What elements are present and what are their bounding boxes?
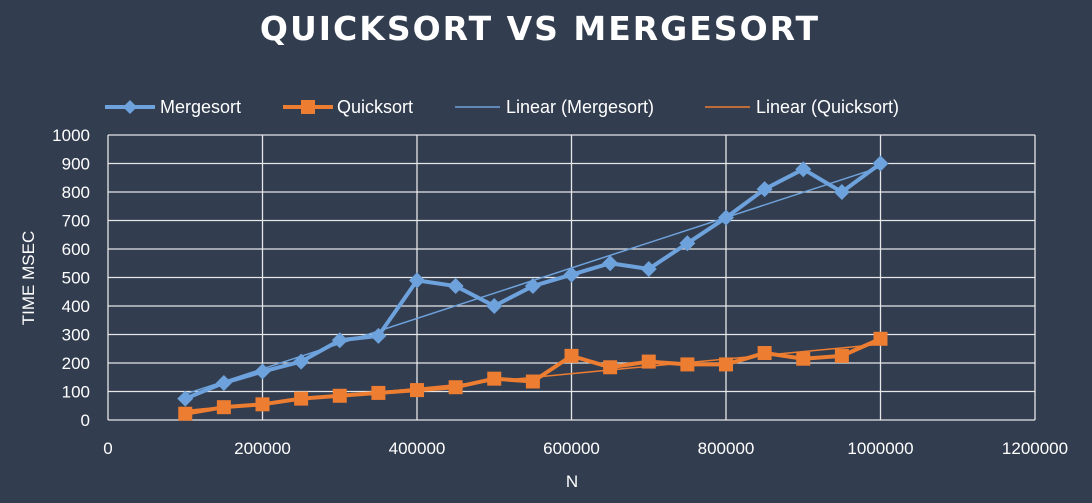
data-point-mergesort[interactable] <box>602 255 619 272</box>
x-tick-label: 800000 <box>698 439 755 458</box>
x-axis-ticks: 0 200000 400000 600000 800000 1000000 1200000 <box>103 439 1068 458</box>
data-point-quicksort[interactable] <box>332 388 347 403</box>
x-axis-label: N <box>566 472 578 491</box>
data-point-mergesort[interactable] <box>679 235 696 252</box>
data-point-quicksort[interactable] <box>873 331 888 346</box>
data-point-quicksort[interactable] <box>294 391 309 406</box>
y-tick-label: 800 <box>62 183 90 202</box>
data-point-quicksort[interactable] <box>757 346 772 361</box>
data-point-quicksort[interactable] <box>448 380 463 395</box>
data-point-mergesort[interactable] <box>795 161 812 178</box>
x-tick-label: 0 <box>103 439 112 458</box>
data-point-mergesort[interactable] <box>409 272 425 289</box>
y-axis-label: TIME MSEC <box>19 231 38 325</box>
data-point-quicksort[interactable] <box>680 357 695 372</box>
y-tick-label: 1000 <box>52 126 90 145</box>
y-tick-label: 700 <box>62 212 90 231</box>
data-point-quicksort[interactable] <box>487 371 502 386</box>
legend-square-icon <box>301 100 315 114</box>
data-point-mergesort[interactable] <box>833 184 850 200</box>
x-tick-label: 600000 <box>543 439 600 458</box>
data-point-quicksort[interactable] <box>603 360 618 375</box>
data-point-quicksort[interactable] <box>525 374 540 389</box>
data-point-mergesort[interactable] <box>293 353 310 370</box>
x-tick-label: 1000000 <box>847 439 913 458</box>
legend: Mergesort Quicksort Linear (Mergesort) L… <box>105 97 899 117</box>
data-point-mergesort[interactable] <box>447 278 464 295</box>
x-tick-label: 1200000 <box>1002 439 1068 458</box>
series <box>177 155 889 421</box>
data-point-quicksort[interactable] <box>564 348 579 363</box>
legend-item-linear-quicksort[interactable]: Linear (Quicksort) <box>705 97 899 117</box>
y-axis-ticks: 0 100 200 300 400 500 600 700 800 900 1000 <box>52 126 90 430</box>
y-tick-label: 0 <box>81 411 90 430</box>
data-point-mergesort[interactable] <box>718 209 734 226</box>
y-tick-label: 600 <box>62 240 90 259</box>
legend-diamond-icon <box>123 100 137 114</box>
y-tick-label: 300 <box>62 326 90 345</box>
data-point-mergesort[interactable] <box>177 390 194 407</box>
y-tick-label: 500 <box>62 269 90 288</box>
data-point-quicksort[interactable] <box>371 385 386 400</box>
legend-label-linear-mergesort: Linear (Mergesort) <box>506 97 654 117</box>
data-point-mergesort[interactable] <box>331 332 348 349</box>
y-tick-label: 400 <box>62 297 90 316</box>
data-point-quicksort[interactable] <box>796 351 811 366</box>
data-point-mergesort[interactable] <box>756 181 773 198</box>
data-point-quicksort[interactable] <box>641 354 656 369</box>
data-point-quicksort[interactable] <box>410 383 424 398</box>
data-point-quicksort[interactable] <box>834 348 849 363</box>
y-tick-label: 100 <box>62 383 90 402</box>
data-point-mergesort[interactable] <box>254 363 271 380</box>
data-point-mergesort[interactable] <box>524 278 541 295</box>
data-point-quicksort[interactable] <box>719 357 733 372</box>
y-tick-label: 200 <box>62 354 90 373</box>
data-point-mergesort[interactable] <box>563 266 580 283</box>
data-point-quicksort[interactable] <box>178 406 193 421</box>
legend-label-quicksort: Quicksort <box>337 97 413 117</box>
data-point-mergesort[interactable] <box>640 260 657 277</box>
data-point-mergesort[interactable] <box>872 155 889 172</box>
legend-label-linear-quicksort: Linear (Quicksort) <box>756 97 899 117</box>
x-tick-label: 400000 <box>389 439 446 458</box>
data-point-quicksort[interactable] <box>216 400 231 415</box>
legend-item-mergesort[interactable]: Mergesort <box>105 97 241 117</box>
data-point-quicksort[interactable] <box>255 397 270 412</box>
data-point-mergesort[interactable] <box>486 298 503 314</box>
legend-label-mergesort: Mergesort <box>160 97 241 117</box>
legend-item-quicksort[interactable]: Quicksort <box>283 97 413 117</box>
x-tick-label: 200000 <box>234 439 291 458</box>
chart-title: QUICKSORT VS MERGESORT <box>260 9 820 48</box>
y-tick-label: 900 <box>62 155 90 174</box>
data-point-mergesort[interactable] <box>215 374 232 391</box>
legend-item-linear-mergesort[interactable]: Linear (Mergesort) <box>455 97 654 117</box>
data-point-mergesort[interactable] <box>370 327 387 344</box>
